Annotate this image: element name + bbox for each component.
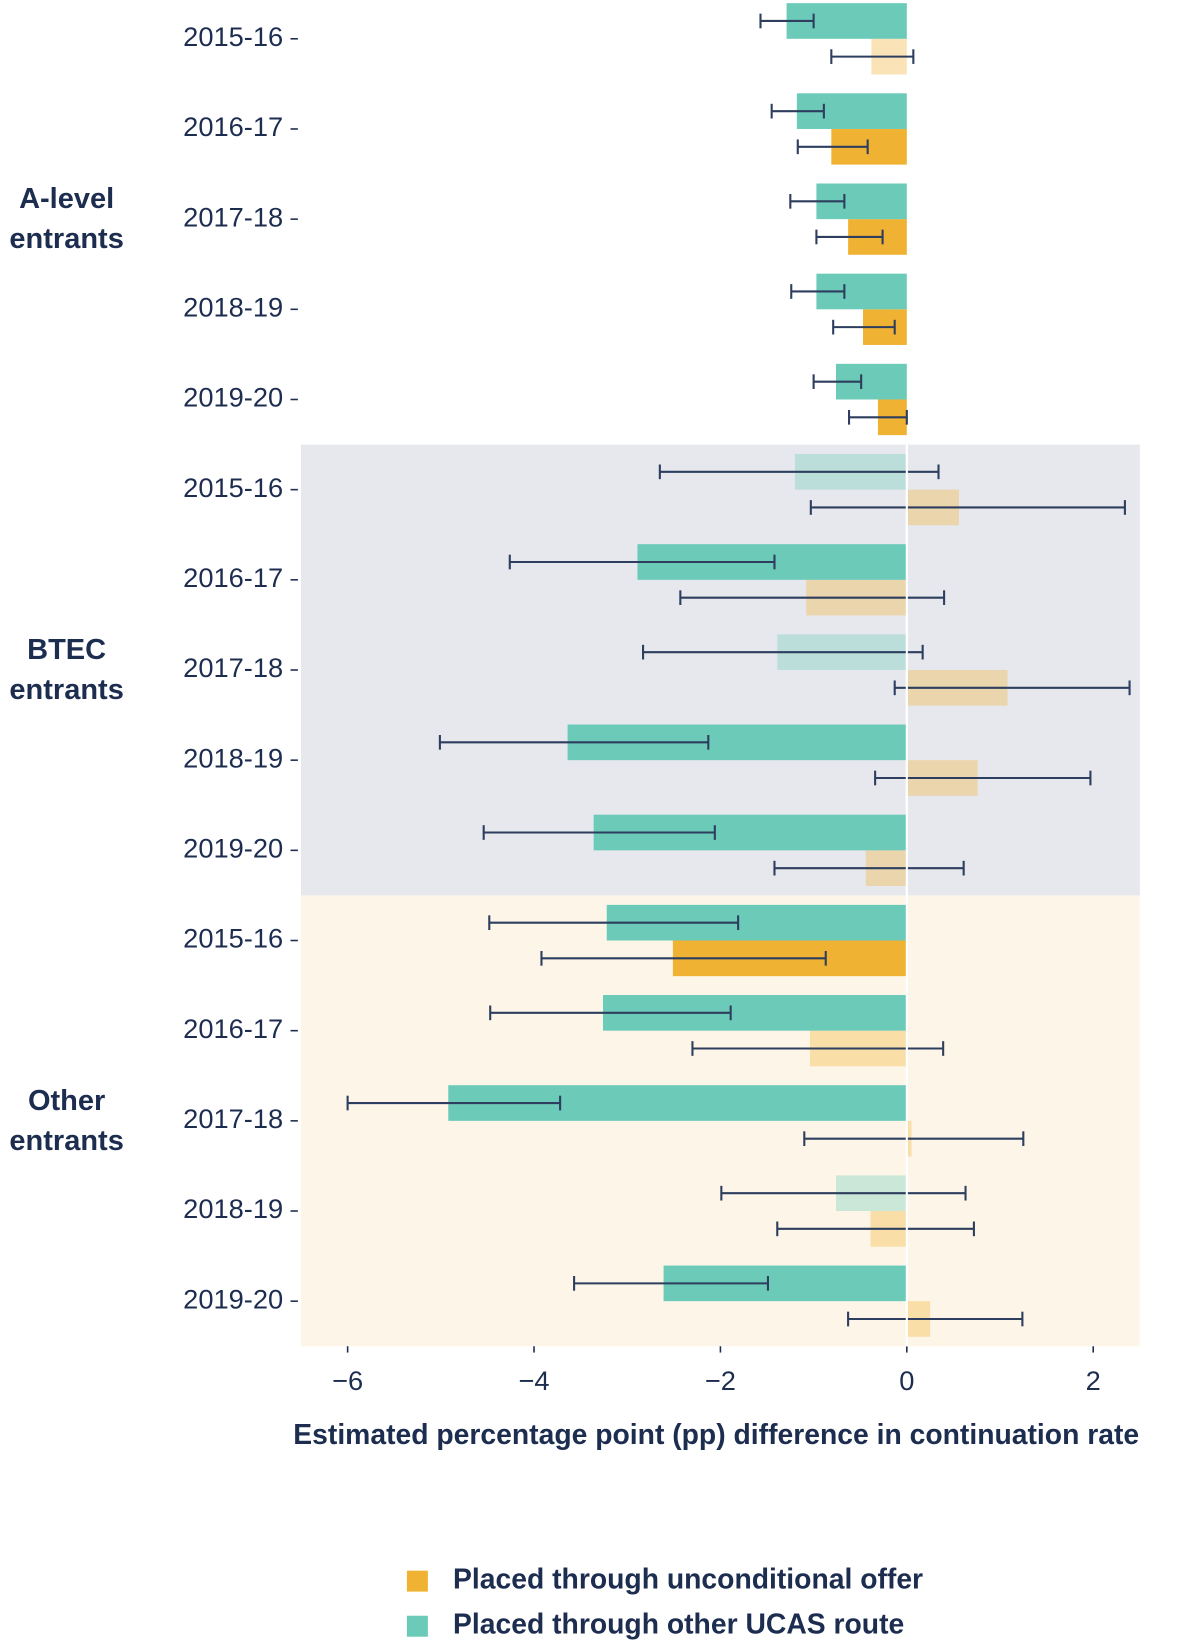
error-bar — [803, 1131, 1025, 1147]
error-bar — [773, 860, 965, 876]
error-bar — [679, 590, 946, 605]
y-tick-label: 2016-17 — [183, 111, 283, 142]
error-bar — [796, 139, 869, 155]
error-bar — [488, 915, 740, 931]
y-tick-label: 2018-19 — [183, 1193, 283, 1224]
y-tick-label: 2017-18 — [183, 201, 283, 232]
error-bar — [770, 103, 825, 119]
error-bar — [847, 1311, 1024, 1327]
error-bar — [776, 1221, 975, 1237]
group-label: BTEC entrants — [9, 634, 124, 707]
x-tick-label: 2 — [1086, 1365, 1101, 1396]
error-bar — [482, 825, 716, 840]
error-bar — [893, 680, 1131, 696]
error-bar — [809, 500, 1126, 515]
y-tick-label: 2019-20 — [183, 833, 283, 864]
legend-label: Placed through unconditional offer — [453, 1563, 923, 1595]
x-tick-label: −6 — [332, 1365, 363, 1396]
error-bar — [720, 1185, 967, 1201]
y-tick-label: 2015-16 — [183, 923, 283, 954]
y-tick-label: 2019-20 — [183, 382, 283, 413]
x-tick-label: −2 — [705, 1365, 736, 1396]
error-bar — [642, 644, 924, 660]
group-label: A-level entrants — [9, 183, 124, 256]
error-bar — [658, 464, 940, 480]
x-tick-label: −4 — [518, 1365, 549, 1396]
legend-swatch — [406, 1615, 428, 1637]
x-axis-label: Estimated percentage point (pp) differen… — [293, 1418, 1139, 1450]
y-tick-label: 2015-16 — [183, 472, 283, 503]
y-tick-label: 2015-16 — [183, 21, 283, 52]
error-bar — [789, 193, 846, 209]
error-bar — [847, 409, 908, 425]
y-tick-label: 2018-19 — [183, 742, 283, 773]
error-bar — [573, 1276, 769, 1291]
y-tick-label: 2017-18 — [183, 652, 283, 683]
error-bar — [815, 229, 884, 245]
error-bar — [489, 1005, 732, 1021]
y-tick-label: 2019-20 — [183, 1283, 283, 1314]
legend-label: Placed through other UCAS route — [453, 1608, 904, 1640]
group-label: Other entrants — [9, 1085, 124, 1158]
y-tick-label: 2018-19 — [183, 292, 283, 323]
error-bar — [759, 13, 815, 29]
error-bar — [874, 770, 1092, 786]
error-bar — [691, 1041, 945, 1056]
x-tick-label: 0 — [899, 1365, 914, 1396]
group-background — [301, 0, 1140, 445]
error-bar — [540, 950, 827, 966]
error-bar — [508, 554, 776, 570]
y-tick-label: 2016-17 — [183, 562, 283, 593]
error-bar — [346, 1095, 562, 1111]
y-tick-label: 2016-17 — [183, 1013, 283, 1044]
y-tick-label: 2017-18 — [183, 1103, 283, 1134]
error-bar — [830, 49, 915, 64]
error-bar — [790, 284, 846, 299]
error-bar — [812, 374, 863, 389]
error-bar — [832, 319, 896, 335]
legend-swatch — [406, 1570, 428, 1592]
error-bar — [438, 734, 710, 750]
